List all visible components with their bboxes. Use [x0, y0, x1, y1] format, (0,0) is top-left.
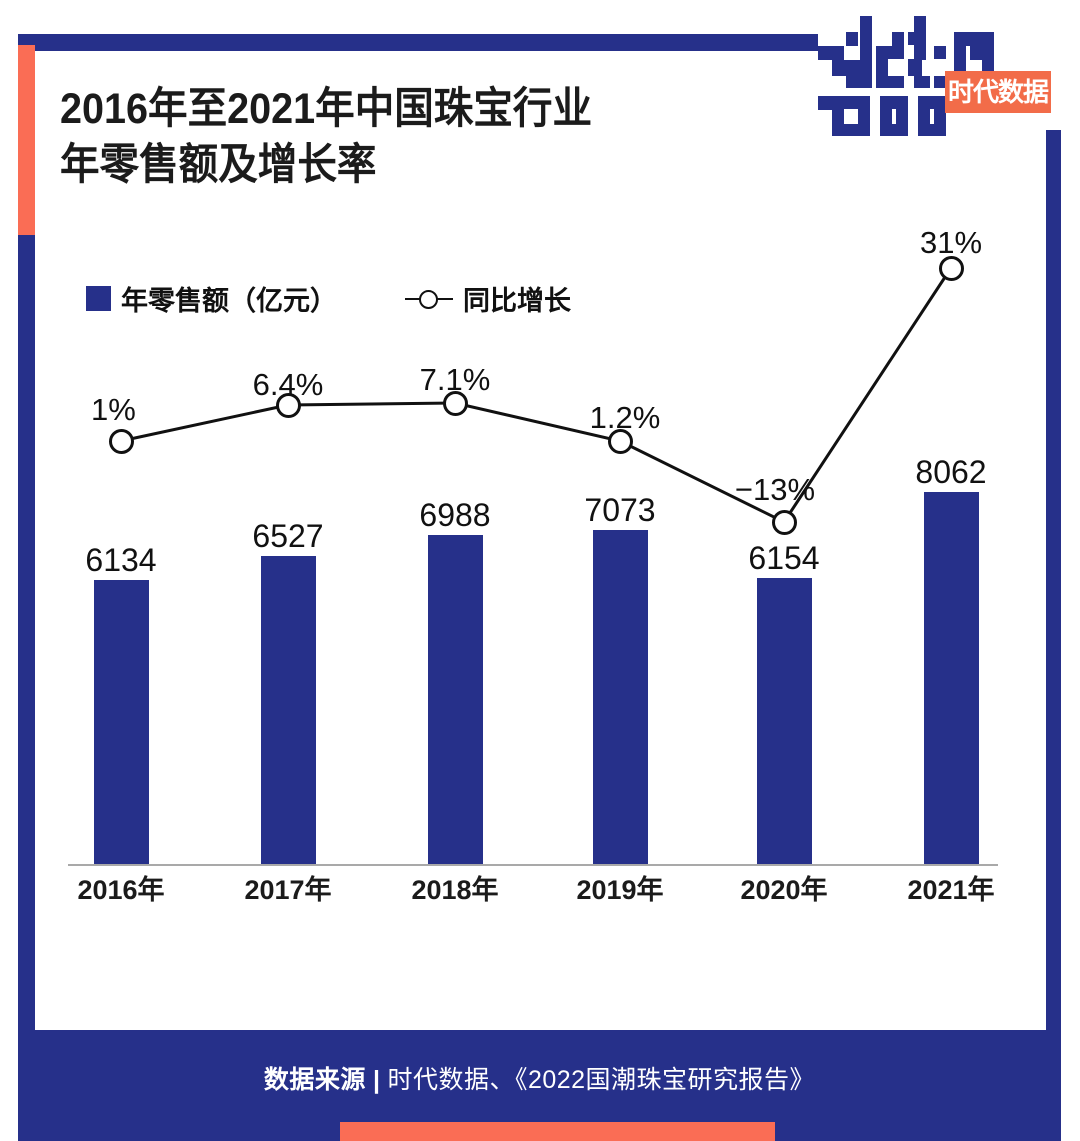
growth-label-2018年: 7.1%: [419, 362, 491, 397]
frame-left-bar: [18, 235, 35, 1043]
legend-bar-label: 年零售额（亿元）: [121, 286, 337, 316]
source-value: 时代数据、《2022国潮珠宝研究报告》: [387, 1066, 816, 1094]
legend-item-line: 同比增长: [405, 279, 571, 318]
x-axis-label-2017年: 2017年: [244, 875, 332, 905]
title-line-1: 2016年至2021年中国珠宝行业: [60, 85, 593, 133]
bar-value-label-2021年: 8062: [915, 454, 987, 490]
footer-accent-bar: [340, 1122, 775, 1141]
datagoo-wordmark-icon: [818, 16, 994, 136]
x-axis-label-2019年: 2019年: [576, 875, 664, 905]
x-axis-label-2020年: 2020年: [740, 875, 828, 905]
x-axis-label-2021年: 2021年: [907, 875, 995, 905]
bar-value-label-2017年: 6527: [252, 518, 324, 554]
title-line-2: 年零售额及增长率: [60, 140, 377, 189]
bar-value-label-2020年: 6154: [748, 540, 820, 576]
bar-2021年: [923, 492, 979, 864]
growth-marker-2021年: [938, 255, 964, 281]
bar-2020年: [756, 578, 812, 864]
bar-2019年: [592, 530, 648, 864]
growth-label-2021年: 31%: [919, 225, 983, 260]
x-axis-label-2016年: 2016年: [77, 875, 165, 905]
source-separator: |: [372, 1066, 381, 1094]
growth-label-2016年: 1%: [91, 392, 136, 427]
legend-bar-swatch-icon: [86, 286, 111, 311]
frame-right-bar: [1046, 130, 1061, 1043]
legend-line-label: 同比增长: [463, 286, 571, 316]
growth-label-2020年: −13%: [734, 472, 816, 507]
x-axis-line: [68, 864, 998, 866]
frame-top-bar: [18, 34, 818, 51]
bar-value-label-2018年: 6988: [419, 497, 491, 533]
page-title: 2016年至2021年中国珠宝行业 年零售额及增长率: [60, 82, 741, 194]
growth-marker-2020年: [771, 509, 797, 535]
growth-marker-2018年: [442, 390, 468, 416]
growth-marker-2016年: [108, 428, 134, 454]
bar-2017年: [260, 556, 316, 864]
growth-label-2019年: 1.2%: [589, 400, 661, 435]
growth-marker-2019年: [607, 428, 633, 454]
chart-legend: 年零售额（亿元） 同比增长: [86, 279, 571, 318]
brand-logo: 时代数据: [818, 12, 1058, 137]
frame-left-accent: [18, 45, 35, 237]
growth-label-2017年: 6.4%: [252, 367, 324, 402]
bar-2018年: [427, 535, 483, 864]
legend-line-marker-icon: [405, 289, 453, 309]
growth-marker-2017年: [275, 392, 301, 418]
logo-badge-label: 时代数据: [945, 71, 1051, 113]
x-axis-label-2018年: 2018年: [411, 875, 499, 905]
legend-item-bar: 年零售额（亿元）: [86, 279, 337, 318]
bar-value-label-2019年: 7073: [584, 492, 656, 528]
bar-2016年: [93, 580, 149, 864]
source-label: 数据来源: [263, 1066, 366, 1094]
bar-value-label-2016年: 6134: [85, 542, 157, 578]
source-note: 数据来源 | 时代数据、《2022国潮珠宝研究报告》: [18, 1060, 1061, 1096]
